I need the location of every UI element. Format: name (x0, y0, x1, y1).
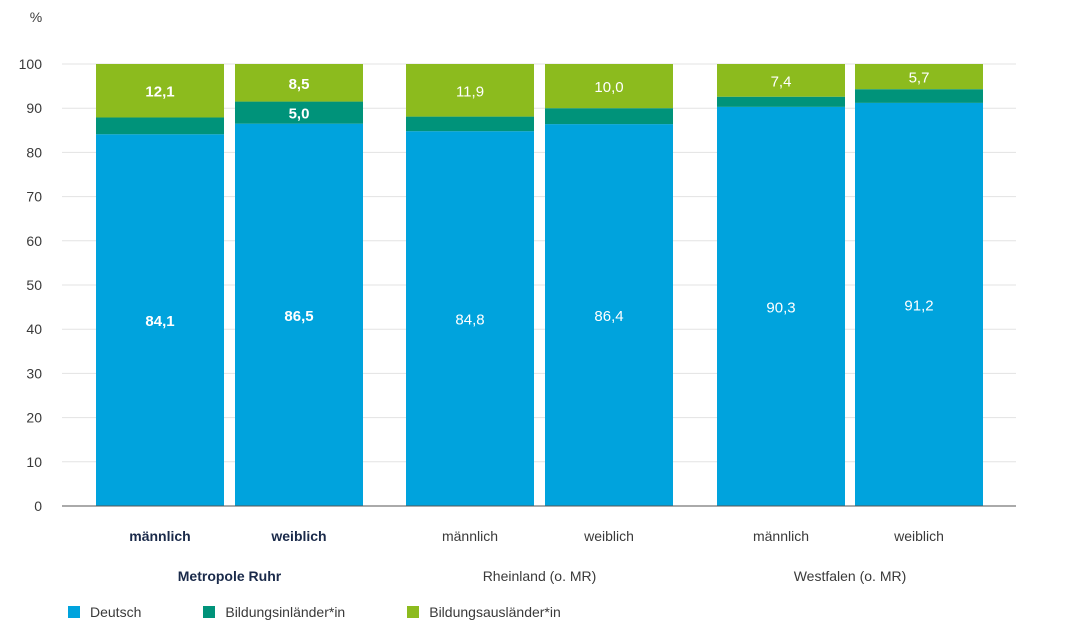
bar-segment (545, 64, 673, 109)
bar-segment (406, 116, 534, 132)
bar-value-label: 5,0 (289, 106, 310, 123)
bar-value-label: 90,3 (766, 299, 795, 316)
bar-value-label: 10,0 (594, 79, 623, 96)
y-tick-label: 20 (26, 410, 42, 426)
bar-value-label: 5,7 (909, 70, 930, 87)
legend: Deutsch Bildungsinländer*in Bildungsausl… (68, 604, 623, 620)
y-tick-label: 0 (34, 498, 42, 514)
stacked-bar-chart: % 0 10 20 30 40 50 60 70 80 90 100 84,1 12,1 männlich 8… (19, 9, 1016, 584)
bar-segment (855, 64, 983, 90)
y-tick-label: 100 (19, 56, 43, 72)
x-category-label: weiblich (270, 528, 326, 544)
x-group-label: Westfalen (o. MR) (794, 568, 907, 584)
bar-segment (96, 117, 224, 135)
bar-segment (235, 101, 363, 124)
bar-value-label: 12,1 (145, 84, 174, 101)
bar-value-label: 86,4 (594, 308, 623, 325)
legend-item-bildungsauslaender: Bildungsausländer*in (407, 604, 561, 620)
bar-segment (855, 102, 983, 506)
y-tick-label: 10 (26, 454, 42, 470)
x-group-label: Metropole Ruhr (178, 568, 282, 584)
bar-segment (235, 64, 363, 102)
bar-segment (96, 64, 224, 118)
bar-segment (855, 89, 983, 103)
x-category-label: männlich (442, 528, 498, 544)
bar-segment (717, 106, 845, 507)
y-tick-label: 40 (26, 321, 42, 337)
legend-label-deutsch: Deutsch (90, 604, 142, 620)
y-tick-label: 50 (26, 277, 42, 293)
bar-value-label: 84,8 (455, 312, 484, 329)
y-axis-label: % (30, 9, 42, 25)
bar-segment (406, 131, 534, 506)
bar-value-label: 11,9 (456, 83, 484, 100)
y-tick-label: 60 (26, 233, 42, 249)
legend-swatch-deutsch (68, 606, 80, 618)
bar-segment (235, 123, 363, 507)
y-tick-label: 30 (26, 365, 42, 381)
bar-value-label: 8,5 (289, 76, 310, 93)
legend-label-bildungsauslaender: Bildungsausländer*in (429, 604, 561, 620)
bar-segment (96, 134, 224, 506)
legend-swatch-bildungsinlaender (203, 606, 216, 618)
x-category-label: männlich (129, 528, 190, 544)
bar-value-label: 7,4 (771, 73, 792, 90)
x-category-label: weiblich (893, 528, 944, 544)
bar-segment (717, 64, 845, 97)
bar-value-label: 86,5 (284, 308, 313, 325)
legend-item-bildungsinlaender: Bildungsinländer*in (203, 604, 345, 620)
y-tick-label: 90 (26, 100, 42, 116)
bar-value-label: 84,1 (145, 313, 174, 330)
x-category-label: weiblich (583, 528, 634, 544)
bar-segment (406, 64, 534, 117)
bar-segment (717, 96, 845, 107)
x-category-label: männlich (753, 528, 809, 544)
bar-segment (545, 108, 673, 125)
y-tick-label: 70 (26, 189, 42, 205)
bar-segment (545, 124, 673, 506)
legend-label-bildungsinlaender: Bildungsinländer*in (225, 604, 346, 620)
legend-swatch-bildungsauslaender (407, 606, 420, 618)
bar-value-label: 91,2 (904, 297, 933, 314)
y-tick-label: 80 (26, 144, 42, 160)
x-group-label: Rheinland (o. MR) (483, 568, 597, 584)
legend-item-deutsch: Deutsch (68, 604, 141, 620)
